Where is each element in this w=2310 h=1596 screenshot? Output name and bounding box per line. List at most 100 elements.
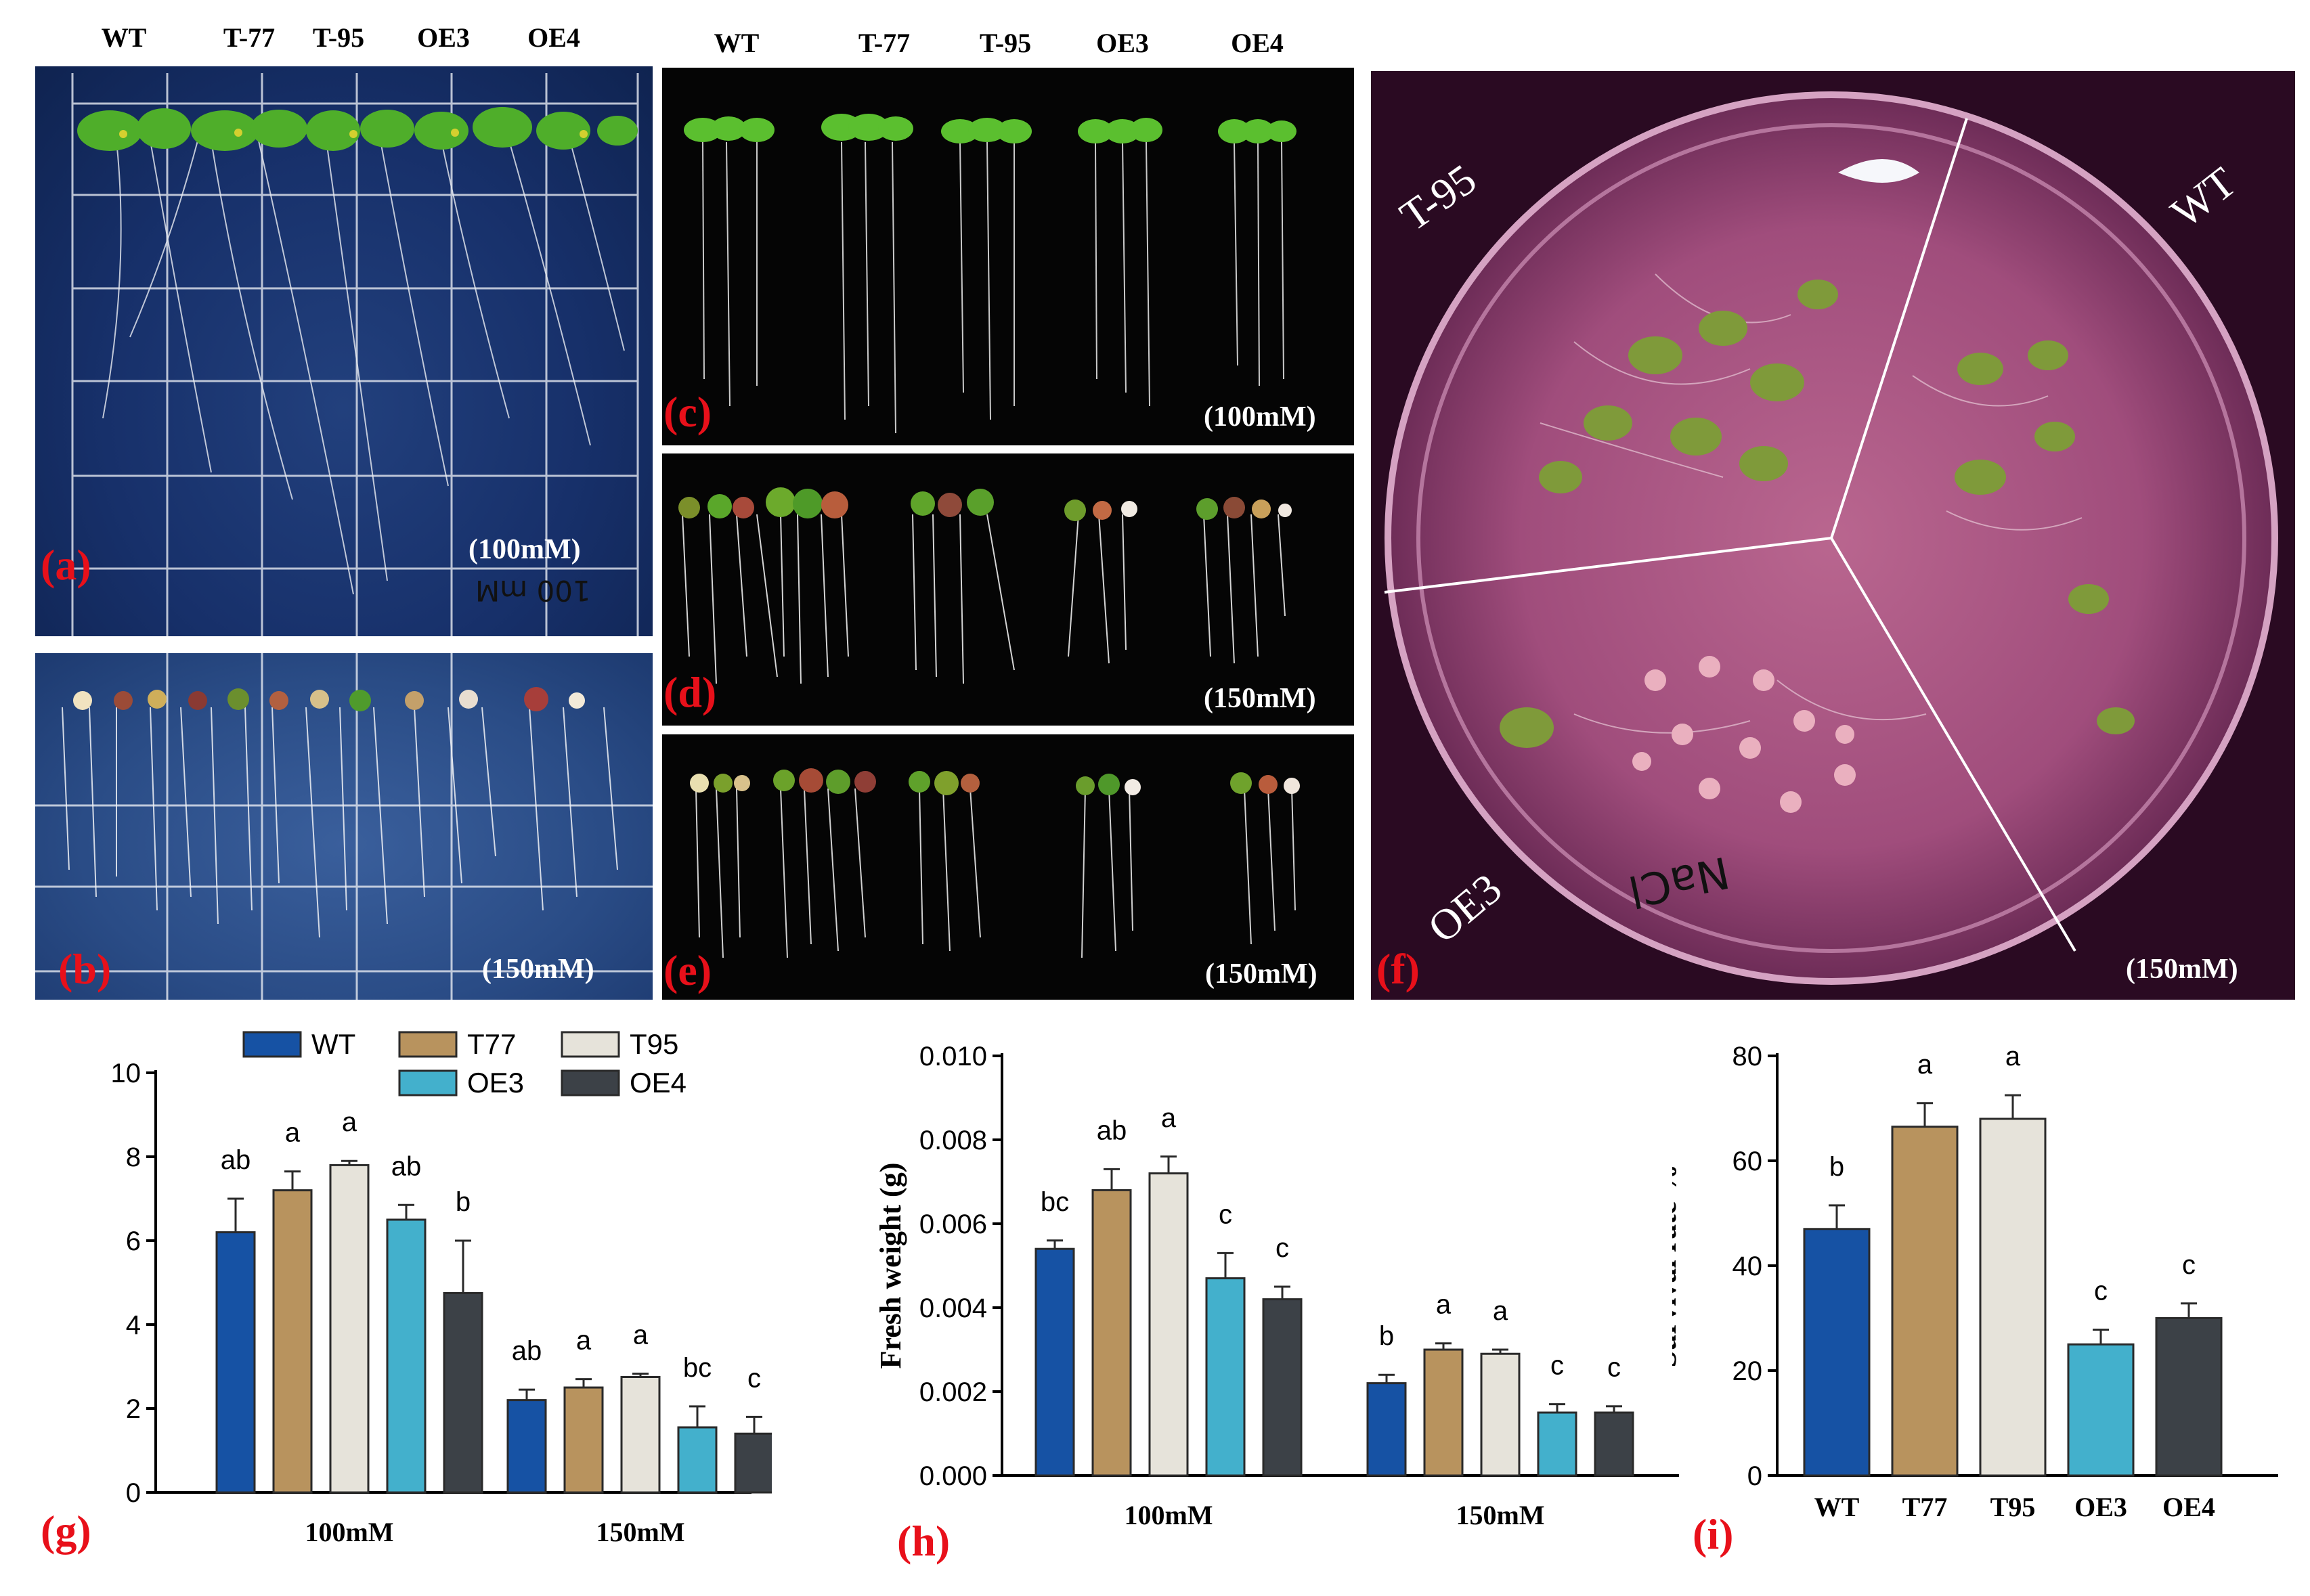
y-tick-label: 0.002 bbox=[919, 1377, 987, 1407]
significance-letter: c bbox=[1219, 1199, 1232, 1229]
significance-letter: ab bbox=[221, 1145, 251, 1175]
bar-wt-100mm bbox=[1034, 1247, 1075, 1477]
significance-letter: a bbox=[1436, 1290, 1452, 1320]
significance-letter: b bbox=[1379, 1321, 1394, 1351]
significance-letter: a bbox=[633, 1321, 649, 1350]
panel-letter-a: (a) bbox=[41, 541, 91, 589]
panel-letter-i: (i) bbox=[1693, 1510, 1734, 1558]
panel-letter-d: (d) bbox=[663, 668, 717, 716]
panel-letter-c: (c) bbox=[663, 388, 712, 436]
bar-oe3-150mm bbox=[677, 1426, 718, 1494]
concentration-f: (150mM) bbox=[2126, 954, 2238, 985]
bar-oe3-150mm bbox=[1537, 1411, 1577, 1477]
panel-letter-g: (g) bbox=[41, 1507, 91, 1555]
bar-oe4 bbox=[2155, 1317, 2223, 1477]
y-tick-label: 4 bbox=[126, 1310, 141, 1340]
significance-letter: a bbox=[1493, 1296, 1508, 1326]
y-axis-title: Survival rate % bbox=[1672, 1164, 1682, 1368]
y-tick-label: 60 bbox=[1732, 1147, 1763, 1176]
chart-i-svg: 0 20 40 60 80 Survival rate % b WT a T77 a T95 c OE3 c… bbox=[1672, 1042, 2278, 1522]
plate-d-illustration bbox=[678, 487, 1292, 684]
photo-panel-a: (a) (100mM) 100 mM bbox=[35, 66, 653, 636]
x-category-label: OE4 bbox=[2162, 1492, 2215, 1522]
y-tick-label: 10 bbox=[111, 1059, 141, 1088]
x-category-label: 100mM bbox=[305, 1517, 393, 1547]
significance-letter: a bbox=[1161, 1103, 1177, 1133]
significance-letter: ab bbox=[391, 1151, 422, 1181]
x-category-label: 100mM bbox=[1124, 1500, 1213, 1530]
y-axis-title: Fresh weight (g) bbox=[874, 1163, 907, 1369]
significance-letter: c bbox=[747, 1363, 761, 1393]
concentration-a: (100mM) bbox=[468, 534, 581, 565]
concentration-e: (150mM) bbox=[1205, 958, 1317, 990]
bar-t77 bbox=[1891, 1126, 1959, 1477]
x-category-label: 150mM bbox=[596, 1517, 684, 1547]
x-category-label: 150mM bbox=[1456, 1500, 1544, 1530]
y-tick-label: 2 bbox=[126, 1394, 141, 1424]
significance-letter: c bbox=[2182, 1250, 2196, 1280]
bar-oe4-100mm bbox=[443, 1292, 483, 1494]
photo-panel-e: (e) (150mM) bbox=[662, 734, 1354, 1000]
significance-letter: ab bbox=[1097, 1115, 1127, 1145]
header-ce-wt: WT bbox=[714, 28, 760, 58]
header-ce-oe3: OE3 bbox=[1096, 28, 1149, 58]
bar-wt-150mm bbox=[1366, 1382, 1407, 1477]
y-tick-label: 0.006 bbox=[919, 1210, 987, 1239]
y-tick-label: 0 bbox=[126, 1478, 141, 1508]
y-tick-label: 20 bbox=[1732, 1356, 1763, 1386]
significance-letter: a bbox=[342, 1107, 357, 1137]
header-ab-t95: T-95 bbox=[312, 22, 365, 53]
header-ce-oe4: OE4 bbox=[1231, 28, 1284, 58]
header-ab-wt: WT bbox=[101, 22, 147, 53]
photo-panel-c: (c) (100mM) bbox=[662, 68, 1354, 445]
legend-swatch-oe3 bbox=[398, 1069, 458, 1096]
bar-t95-100mm bbox=[1148, 1172, 1189, 1477]
bar-oe4-150mm bbox=[734, 1432, 772, 1494]
significance-letter: bc bbox=[1041, 1187, 1069, 1217]
plate-a-handwriting: 100 mM bbox=[475, 574, 591, 607]
y-tick-label: 0.000 bbox=[919, 1461, 987, 1491]
legend-label-oe3: OE3 bbox=[467, 1067, 524, 1099]
chart-h-svg: 0.000 0.002 0.004 0.006 0.008 0.010 Fresh weig… bbox=[874, 1042, 1679, 1530]
x-category-label: T77 bbox=[1902, 1492, 1948, 1522]
legend-label-wt: WT bbox=[311, 1028, 355, 1060]
bar-t95-150mm bbox=[620, 1376, 661, 1494]
y-tick-label: 80 bbox=[1732, 1042, 1763, 1071]
y-tick-label: 40 bbox=[1732, 1251, 1763, 1281]
x-category-label: OE3 bbox=[2074, 1492, 2127, 1522]
bar-t77-150mm bbox=[1423, 1348, 1464, 1477]
photo-panel-b: (b) (150mM) bbox=[35, 653, 653, 1000]
significance-letter: c bbox=[1607, 1353, 1621, 1383]
significance-letter: a bbox=[285, 1118, 301, 1148]
bar-wt bbox=[1803, 1228, 1871, 1477]
y-tick-label: 0.008 bbox=[919, 1126, 987, 1155]
significance-letter: c bbox=[1550, 1351, 1564, 1381]
significance-letter: b bbox=[456, 1187, 471, 1217]
y-tick-label: 6 bbox=[126, 1226, 141, 1256]
panel-letter-h: (h) bbox=[897, 1517, 951, 1565]
chart-i: 0 20 40 60 80 Survival rate % b WT a T77 a T95 c OE3 c… bbox=[1672, 995, 2302, 1577]
photo-panel-d: (d) (150mM) bbox=[662, 453, 1354, 726]
x-category-label: WT bbox=[1814, 1492, 1860, 1522]
bar-oe4-100mm bbox=[1262, 1298, 1303, 1477]
significance-letter: a bbox=[2005, 1042, 2021, 1071]
significance-letter: a bbox=[1917, 1050, 1933, 1080]
y-tick-label: 0.010 bbox=[919, 1042, 987, 1071]
x-category-label: T95 bbox=[1990, 1492, 2036, 1522]
photo-panel-f: T-95 WT OE3 NaCl (f) (150mM) bbox=[1371, 71, 2295, 1000]
panel-letter-f: (f) bbox=[1376, 945, 1420, 993]
plate-a-illustration bbox=[71, 73, 639, 636]
bar-t77-100mm bbox=[272, 1189, 313, 1494]
concentration-d: (150mM) bbox=[1204, 683, 1316, 714]
header-ab-t77: T-77 bbox=[223, 22, 276, 53]
significance-letter: c bbox=[2094, 1277, 2108, 1306]
y-tick-label: 0 bbox=[1747, 1461, 1762, 1491]
bar-oe3 bbox=[2067, 1343, 2135, 1477]
chart-h: 0.000 0.002 0.004 0.006 0.008 0.010 Fresh weig… bbox=[840, 1015, 1679, 1577]
legend-swatch-oe4 bbox=[561, 1069, 620, 1096]
header-ce-t95: T-95 bbox=[979, 28, 1032, 58]
header-ab-oe4: OE4 bbox=[527, 22, 580, 53]
significance-letter: a bbox=[576, 1326, 592, 1356]
chart-g: 0246810Root length (cm)abaaabb100mMabaab… bbox=[61, 1015, 772, 1577]
bar-oe4-150mm bbox=[1594, 1411, 1634, 1477]
